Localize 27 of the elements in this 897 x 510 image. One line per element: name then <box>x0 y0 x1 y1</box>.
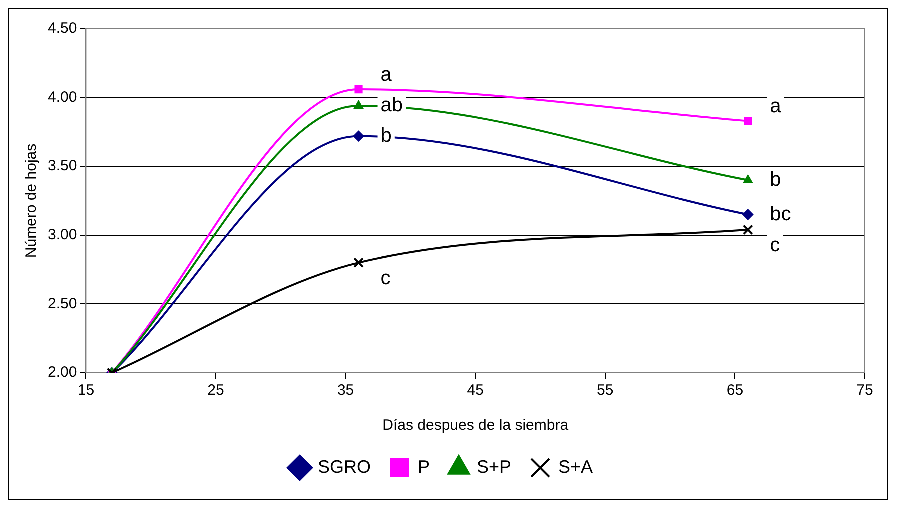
x-tick-label: 45 <box>467 382 484 400</box>
y-tick-label: 4.00 <box>48 88 78 106</box>
data-label: c <box>380 267 391 290</box>
legend-label: SGRO <box>318 456 371 477</box>
data-label: a <box>770 96 782 118</box>
x-tick-label: 75 <box>856 382 874 400</box>
data-label: b <box>770 168 782 191</box>
x-tick-label: 35 <box>337 382 354 400</box>
x-tick-label: 15 <box>78 382 95 400</box>
data-label: bc <box>770 203 792 226</box>
x-tick-label: 25 <box>208 382 224 400</box>
legend-label: P <box>418 456 430 477</box>
y-tick-label: 4.50 <box>48 20 78 38</box>
legend-label: S+P <box>476 456 512 477</box>
y-tick-label: 2.50 <box>48 295 78 312</box>
y-tick-label: 2.00 <box>48 364 78 382</box>
y-tick-label: 3.00 <box>48 226 78 244</box>
data-label: a <box>380 64 393 86</box>
x-tick-label: 65 <box>726 382 744 400</box>
legend-label: S+A <box>558 456 594 477</box>
y-tick-label: 3.50 <box>48 158 78 175</box>
y-axis-title: Número de hojas <box>23 144 40 258</box>
x-axis-title: Días despues de la siembra <box>382 417 570 434</box>
data-label: b <box>380 124 392 147</box>
data-label: c <box>770 234 780 256</box>
data-label: ab <box>380 94 404 117</box>
x-tick-label: 55 <box>597 382 614 400</box>
